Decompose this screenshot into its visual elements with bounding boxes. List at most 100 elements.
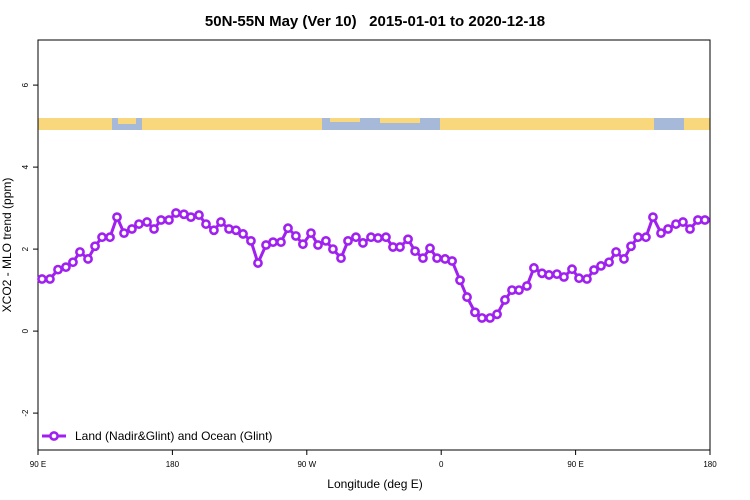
data-point: [156, 215, 166, 225]
legend-label: Land (Nadir&Glint) and Ocean (Glint): [75, 429, 272, 443]
y-tick-label: 2: [21, 246, 30, 251]
data-point: [164, 215, 174, 225]
data-point: [700, 215, 710, 225]
data-point: [53, 264, 63, 275]
data-point: [582, 274, 592, 284]
data-point: [149, 224, 159, 234]
data-point: [97, 232, 107, 243]
data-point: [485, 313, 495, 323]
data-point: [604, 257, 614, 268]
data-point: [313, 240, 323, 250]
data-point: [171, 208, 181, 218]
data-point: [619, 254, 629, 264]
data-point: [432, 253, 442, 264]
data-point: [633, 232, 643, 243]
land-band: [38, 118, 112, 130]
data-point: [119, 228, 129, 239]
data-point: [45, 274, 55, 284]
data-point: [626, 241, 636, 252]
data-point: [216, 217, 226, 227]
legend-marker: [49, 431, 59, 441]
data-point: [306, 228, 316, 239]
data-point: [290, 231, 301, 241]
x-tick-label: 180: [166, 460, 180, 469]
data-point: [246, 235, 256, 246]
land-band: [118, 118, 136, 124]
data-point: [142, 217, 152, 227]
land-band: [330, 118, 360, 122]
plot-frame: [37, 39, 711, 451]
data-point: [134, 219, 144, 229]
data-point: [75, 247, 85, 257]
y-tick-label: 0: [21, 328, 30, 333]
data-point: [321, 235, 331, 246]
data-point: [201, 219, 211, 229]
x-axis-label: Longitude (deg E): [327, 477, 422, 491]
data-point: [418, 253, 428, 264]
data-point: [231, 225, 241, 236]
data-point: [268, 237, 278, 248]
y-tick-label: -2: [21, 409, 30, 417]
data-point: [209, 225, 219, 236]
land-band: [684, 118, 710, 130]
data-point: [567, 264, 577, 275]
y-tick-label: 6: [21, 82, 30, 87]
data-point: [529, 263, 539, 273]
chart-title: 50N-55N May (Ver 10) 2015-01-01 to 2020-…: [205, 13, 545, 30]
x-tick-label: 0: [439, 460, 444, 469]
data-point: [105, 232, 115, 243]
data-point: [611, 247, 621, 257]
data-point: [663, 224, 673, 234]
data-point: [455, 275, 465, 286]
data-point: [37, 274, 47, 284]
x-tick-label: 90 E: [30, 460, 46, 469]
data-point: [514, 285, 524, 295]
data-point: [477, 313, 487, 323]
data-point: [298, 239, 308, 250]
data-point: [641, 232, 651, 243]
data-point: [685, 224, 695, 234]
data-point: [351, 232, 361, 243]
data-point: [395, 242, 405, 252]
x-tick-label: 180: [703, 460, 717, 469]
data-point: [447, 256, 458, 266]
data-point: [589, 265, 599, 275]
land-ocean-band: [38, 118, 710, 130]
data-point: [410, 246, 420, 257]
data-point: [358, 238, 368, 248]
data-point: [127, 224, 137, 234]
data-point: [283, 223, 293, 234]
data-point: [68, 257, 78, 268]
data-point: [596, 261, 606, 271]
data-point: [61, 262, 71, 273]
data-point: [559, 272, 569, 282]
data-point: [544, 270, 554, 280]
data-point: [678, 217, 688, 227]
data-point: [336, 253, 346, 264]
data-point: [328, 244, 338, 254]
data-point: [186, 212, 196, 223]
data-point: [194, 210, 204, 220]
data-point: [373, 233, 383, 243]
y-axis-label: XCO2 - MLO trend (ppm): [0, 178, 14, 313]
y-tick-label: 4: [21, 164, 30, 169]
data-point: [492, 309, 502, 320]
data-point: [425, 243, 435, 254]
data-point: [90, 241, 100, 252]
data-point: [112, 212, 122, 223]
data-point: [648, 212, 658, 223]
data-point: [83, 254, 93, 264]
x-tick-label: 90 E: [567, 460, 583, 469]
data-point: [522, 281, 532, 291]
data-point: [500, 295, 510, 305]
data-point: [574, 273, 584, 284]
data-point: [238, 229, 248, 239]
land-band: [142, 118, 322, 130]
data-point: [656, 228, 666, 239]
data-point: [276, 237, 286, 248]
x-tick-label: 90 W: [297, 460, 316, 469]
data-point: [470, 307, 480, 318]
data-point: [343, 235, 353, 246]
data-point: [253, 258, 263, 268]
